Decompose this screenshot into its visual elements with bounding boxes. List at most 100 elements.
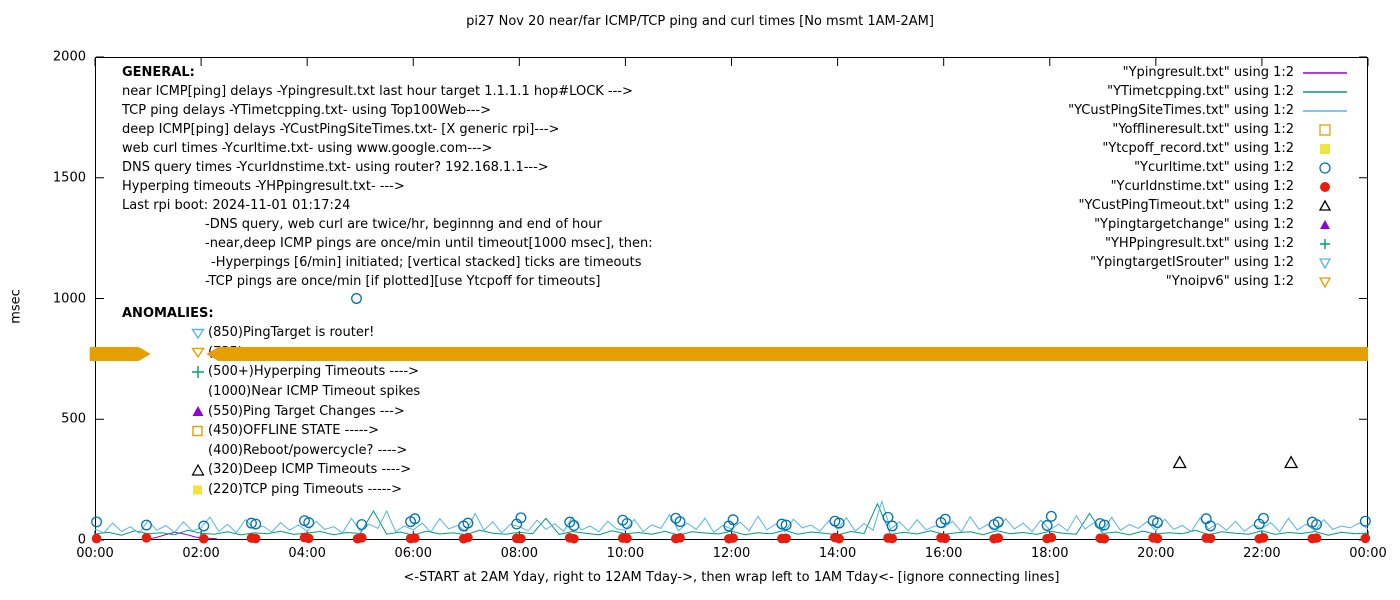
legend-item: "YCustPingSiteTimes.txt" using 1:2 <box>1068 101 1352 120</box>
triangle-open-icon <box>1283 455 1299 469</box>
circle-open-icon <box>351 293 362 304</box>
square-filled-icon <box>193 485 202 495</box>
circle-filled-icon <box>356 533 367 543</box>
legend-label: "Ypingtargetchange" using 1:2 <box>1094 217 1294 232</box>
legend-sample-square-filled-icon <box>1320 143 1330 154</box>
circle-open-icon <box>776 518 788 530</box>
anomaly-text: (500+)Hyperping Timeouts ----> <box>208 364 420 380</box>
legend-item: "YpingtargetISrouter" using 1:2 <box>1068 253 1352 272</box>
square-filled-icon <box>1320 143 1330 154</box>
circle-open-icon <box>833 517 845 529</box>
legend-sample-circle-open-icon <box>1319 161 1331 174</box>
anomaly-item: (450)OFFLINE STATE -----> <box>190 421 420 441</box>
circle-filled-icon <box>198 533 209 544</box>
circle-open-icon <box>91 516 103 528</box>
circle-filled-icon <box>91 533 102 544</box>
circle-filled-icon <box>250 533 261 544</box>
down-triangle-open-icon <box>191 328 205 340</box>
x-tick-label: 06:00 <box>394 546 432 561</box>
legend-item: "Yofflineresult.txt" using 1:2 <box>1068 120 1352 139</box>
general-note: -near,deep ICMP pings are once/min until… <box>205 236 653 251</box>
legend-label: "Ypingresult.txt" using 1:2 <box>1122 65 1294 80</box>
legend-sample-down-triangle-open-icon <box>1318 276 1332 288</box>
circle-open-icon <box>674 516 686 528</box>
legend-label: "YCustPingSiteTimes.txt" using 1:2 <box>1068 103 1294 118</box>
triangle-open-icon <box>1318 199 1332 211</box>
y-tick-label: 0 <box>77 532 86 548</box>
down-triangle-open-icon <box>1318 257 1332 269</box>
general-line: Hyperping timeouts -YHPpingresult.txt- -… <box>122 179 405 194</box>
circle-filled-icon <box>1152 533 1163 544</box>
circle-open-icon <box>1041 520 1053 531</box>
circle-filled-icon <box>781 533 791 544</box>
x-tick-label: 08:00 <box>500 546 539 561</box>
x-tick-label: 20:00 <box>1137 546 1175 561</box>
circle-filled-icon <box>1360 533 1371 544</box>
circle-open-icon <box>1311 519 1322 530</box>
circle-open-icon <box>992 516 1004 528</box>
triangle-open-icon <box>191 463 205 476</box>
legend-sample-circle-filled-icon <box>1320 181 1330 192</box>
y-axis-label: msec <box>8 289 24 324</box>
circle-filled-icon <box>141 533 152 543</box>
circle-filled-icon <box>887 533 898 544</box>
noipv6-band <box>89 347 151 362</box>
general-line: near ICMP[ping] delays -Ypingresult.txt … <box>122 84 633 99</box>
legend-item: "YCustPingTimeout.txt" using 1:2 <box>1068 196 1352 215</box>
circle-filled-icon <box>1046 532 1057 543</box>
circle-filled-icon <box>1320 181 1330 192</box>
legend-item: "Ynoipv6" using 1:2 <box>1068 272 1352 291</box>
anomalies-heading: ANOMALIES: <box>122 306 214 321</box>
circle-filled-icon <box>1099 533 1110 544</box>
anomaly-text: (320)Deep ICMP Timeouts ----> <box>208 462 412 478</box>
circle-open-icon <box>727 514 739 526</box>
x-tick-label: 22:00 <box>1243 546 1281 561</box>
anomaly-text: (1000)Near ICMP Timeout spikes <box>208 384 421 400</box>
anomaly-item: (1000)Near ICMP Timeout spikes <box>190 382 420 402</box>
x-tick-label: 02:00 <box>182 546 220 561</box>
legend-item: "Ytcpoff_record.txt" using 1:2 <box>1068 139 1352 158</box>
anomaly-item: (550)Ping Target Changes ---> <box>190 401 420 421</box>
y-tick-label: 1000 <box>52 291 86 306</box>
circle-filled-icon <box>410 533 420 543</box>
circle-open-icon <box>1151 517 1163 529</box>
general-line: DNS query times -YcurIdnstime.txt- using… <box>122 160 549 175</box>
circle-filled-icon <box>993 533 1004 543</box>
circle-open-icon <box>1098 519 1110 531</box>
down-triangle-open-icon <box>191 348 205 359</box>
circle-filled-icon <box>463 532 473 543</box>
circle-open-icon <box>409 513 421 525</box>
legend-sample-down-triangle-open-icon <box>1318 257 1332 269</box>
circle-open-icon <box>303 517 315 529</box>
circle-open-icon <box>882 511 894 523</box>
anomaly-item: (850)PingTarget is router! <box>190 323 420 343</box>
general-line: web curl times -Ycurltime.txt- using www… <box>122 141 493 156</box>
circle-filled-icon <box>303 533 314 544</box>
circle-open-icon <box>1200 513 1212 525</box>
legend-sample-line-icon <box>1303 90 1347 93</box>
legend-item: "YHPpingresult.txt" using 1:2 <box>1068 234 1352 253</box>
legend-sample-triangle-open-icon <box>1318 199 1332 211</box>
circle-open-icon <box>1319 161 1331 174</box>
anomaly-text: (400)Reboot/powercycle? ----> <box>208 442 408 458</box>
circle-open-icon <box>515 512 527 524</box>
x-tick-label: 16:00 <box>924 546 963 561</box>
general-note: -TCP pings are once/min [if plotted][use… <box>205 274 601 289</box>
circle-open-icon <box>568 520 580 531</box>
y-tick-label: 2000 <box>52 49 86 65</box>
anomaly-text: (450)OFFLINE STATE -----> <box>208 423 379 439</box>
circle-open-icon <box>356 519 368 530</box>
general-note: -DNS query, web curl are twice/hr, begin… <box>205 217 602 232</box>
circle-filled-icon <box>1258 533 1269 543</box>
circle-filled-icon <box>728 533 738 543</box>
circle-filled-icon <box>675 533 685 543</box>
legend-label: "YCustPingTimeout.txt" using 1:2 <box>1078 198 1294 213</box>
square-open-icon <box>1319 123 1331 136</box>
y-tick-label: 500 <box>61 411 86 427</box>
legend-label: "Ytcpoff_record.txt" using 1:2 <box>1102 141 1294 156</box>
circle-open-icon <box>250 518 262 530</box>
noipv6-band <box>206 347 1369 362</box>
legend-label: "YHPpingresult.txt" using 1:2 <box>1105 236 1294 251</box>
legend-item: "Ypingresult.txt" using 1:2 <box>1068 63 1352 82</box>
